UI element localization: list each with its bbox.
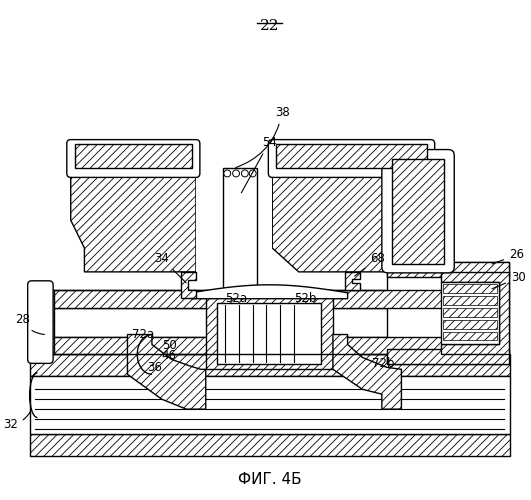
Polygon shape xyxy=(333,334,401,409)
Polygon shape xyxy=(71,166,196,272)
Polygon shape xyxy=(276,144,427,169)
Text: 50: 50 xyxy=(162,340,176,352)
Text: 72b: 72b xyxy=(372,358,395,370)
Bar xyxy=(39,290,499,308)
Bar xyxy=(39,308,499,336)
Text: ФИГ. 4Б: ФИГ. 4Б xyxy=(237,472,301,486)
Bar xyxy=(39,336,499,354)
FancyBboxPatch shape xyxy=(28,281,53,363)
Text: 38: 38 xyxy=(236,106,289,168)
Polygon shape xyxy=(191,285,348,298)
Polygon shape xyxy=(442,332,498,340)
Text: 30: 30 xyxy=(492,272,526,288)
Polygon shape xyxy=(442,296,498,304)
Text: 52a: 52a xyxy=(225,292,247,304)
Text: 54: 54 xyxy=(241,136,277,193)
Text: 22: 22 xyxy=(260,20,279,34)
FancyBboxPatch shape xyxy=(268,140,435,177)
Bar xyxy=(224,168,256,294)
Bar xyxy=(387,262,509,277)
Text: 36: 36 xyxy=(147,362,162,374)
Circle shape xyxy=(242,170,249,177)
Polygon shape xyxy=(127,334,205,409)
Text: 52b: 52b xyxy=(294,292,316,304)
Text: 46: 46 xyxy=(162,350,177,362)
Bar xyxy=(441,282,499,344)
Polygon shape xyxy=(442,284,498,293)
Text: 26: 26 xyxy=(492,248,524,264)
Bar xyxy=(30,434,510,456)
Text: 32: 32 xyxy=(3,412,30,430)
Text: 34: 34 xyxy=(155,252,186,283)
Bar xyxy=(196,166,272,272)
Polygon shape xyxy=(272,166,431,272)
Polygon shape xyxy=(441,272,509,354)
Text: 28: 28 xyxy=(15,313,45,334)
Polygon shape xyxy=(345,272,361,290)
Polygon shape xyxy=(442,320,498,328)
Polygon shape xyxy=(39,290,54,354)
Polygon shape xyxy=(75,144,192,169)
Bar xyxy=(30,354,510,376)
Polygon shape xyxy=(442,308,498,316)
Polygon shape xyxy=(205,294,333,370)
Bar xyxy=(30,376,510,434)
Polygon shape xyxy=(181,272,196,297)
Circle shape xyxy=(224,170,230,177)
Polygon shape xyxy=(387,262,509,364)
Text: 68: 68 xyxy=(355,252,385,276)
Polygon shape xyxy=(392,158,444,264)
Bar xyxy=(387,350,509,364)
FancyBboxPatch shape xyxy=(67,140,200,177)
Bar xyxy=(218,302,321,364)
FancyBboxPatch shape xyxy=(382,150,454,273)
Circle shape xyxy=(249,170,256,177)
Circle shape xyxy=(233,170,239,177)
Text: 72a: 72a xyxy=(132,328,155,340)
